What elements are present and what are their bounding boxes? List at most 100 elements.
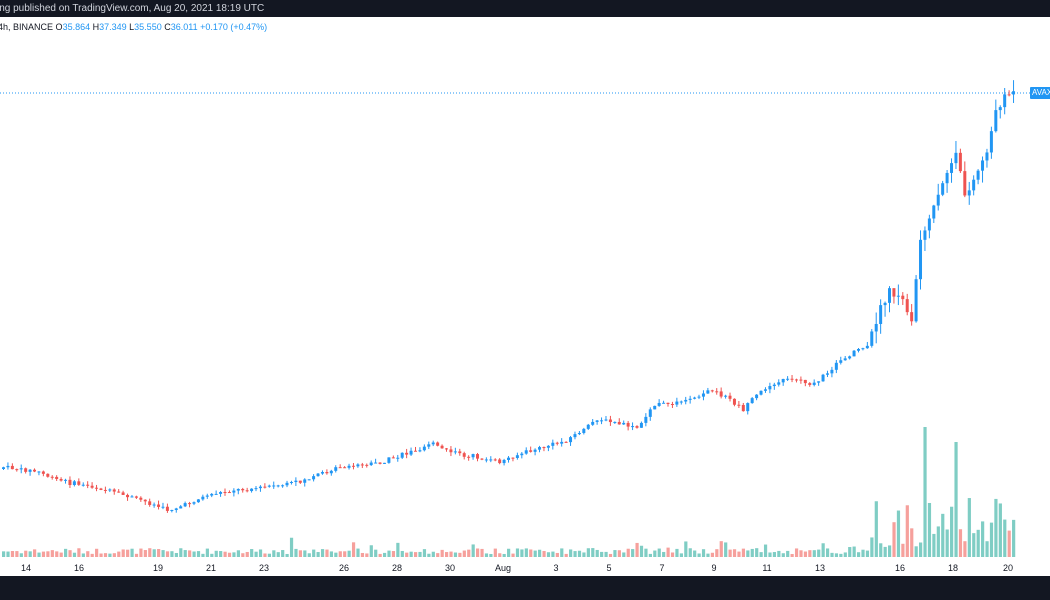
x-tick-label: 11 <box>762 563 771 573</box>
candle-body <box>378 462 382 464</box>
volume-bar <box>298 550 303 557</box>
candle-body <box>81 484 85 486</box>
volume-bar <box>2 551 6 557</box>
volume-bar <box>15 551 19 557</box>
candle-body <box>161 506 165 508</box>
volume-bar <box>927 502 932 557</box>
volume-bar <box>520 549 524 557</box>
volume-bar <box>653 550 657 557</box>
legend-close-key: C <box>164 22 171 32</box>
legend-low-key: L <box>129 22 135 32</box>
candle-body <box>542 447 546 449</box>
volume-bar <box>183 550 187 557</box>
candle-body <box>954 152 958 164</box>
candle-body <box>945 172 949 184</box>
volume-bar <box>511 553 515 557</box>
candle-body <box>697 396 701 398</box>
volume-bar <box>799 550 803 557</box>
volume-bar <box>963 541 967 557</box>
candle-body <box>856 348 860 351</box>
volume-bar <box>431 551 435 557</box>
volume-bar <box>777 550 781 557</box>
candle-body <box>865 345 869 349</box>
candles <box>2 80 1016 513</box>
volume-bar <box>728 549 732 557</box>
volume-bar <box>170 551 174 557</box>
candle-body <box>746 403 750 412</box>
candle-body <box>825 373 829 375</box>
volume-bar <box>892 522 896 557</box>
volume-bar <box>179 548 183 557</box>
candle-body <box>263 486 267 488</box>
volume-bar <box>476 548 480 557</box>
candle-body <box>130 496 134 498</box>
candle-body <box>790 378 794 380</box>
volume-bar <box>825 548 830 557</box>
volume-bar <box>688 548 692 557</box>
x-tick-label: 9 <box>711 563 716 573</box>
candle-body <box>236 488 240 491</box>
candle-body <box>834 362 838 370</box>
candle-body <box>507 457 511 460</box>
volume-bar <box>546 552 551 557</box>
candle-body <box>613 421 617 423</box>
candle-body <box>675 401 679 405</box>
candle-body <box>577 432 581 435</box>
candlestick-chart[interactable]: 14 16 19 21 23 26 28 30 Aug 3 5 7 9 11 13 16 18 20 <box>0 0 1050 576</box>
candle-body <box>139 497 143 500</box>
candle-body <box>950 163 954 173</box>
candle-body <box>356 464 360 467</box>
candle-body <box>732 398 736 405</box>
volume-bar <box>245 551 249 557</box>
candle-body <box>68 479 72 486</box>
x-tick-label: 30 <box>445 563 455 573</box>
candle-body <box>786 378 790 380</box>
candle-body <box>1007 94 1011 96</box>
volume-bar <box>905 505 909 557</box>
volume-bar <box>746 550 750 557</box>
volume-bar <box>152 549 156 557</box>
candle-body <box>639 422 643 428</box>
volume-bar <box>227 552 232 557</box>
volume-bar <box>635 542 639 557</box>
volume-bar <box>768 552 772 557</box>
candle-body <box>436 442 440 446</box>
candle-body <box>870 331 874 346</box>
candle-body <box>905 299 909 313</box>
volume-bar <box>223 551 227 557</box>
volume-bar <box>910 528 914 557</box>
candle-body <box>103 489 107 491</box>
volume-bar <box>64 548 68 557</box>
candle-body <box>706 390 710 394</box>
volume-bar <box>542 550 546 557</box>
volume-bar <box>631 549 635 557</box>
volume-bar <box>551 551 555 557</box>
volume-bar <box>6 551 10 557</box>
volume-bar <box>365 553 369 557</box>
volume-bar <box>626 548 630 557</box>
volume-bar <box>161 550 165 557</box>
candle-body <box>338 467 342 469</box>
volume-bar <box>263 553 267 557</box>
volume-bar <box>484 553 489 557</box>
candle-body <box>413 450 417 452</box>
candle-body <box>15 469 19 471</box>
publish-caption: ing published on TradingView.com, Aug 20… <box>0 3 265 14</box>
candle-body <box>958 152 962 172</box>
volume-bar <box>462 550 466 557</box>
candle-body <box>440 445 444 449</box>
x-tick-label: 19 <box>153 563 163 573</box>
volume-bar <box>701 549 706 557</box>
candle-body <box>520 453 524 456</box>
volume-bar <box>821 543 825 557</box>
volume-bar <box>737 551 741 557</box>
volume-bar <box>507 548 511 557</box>
volume-bar <box>502 553 506 557</box>
volume-bar <box>33 549 37 557</box>
volume-bar <box>148 548 152 557</box>
volume-bar <box>276 552 280 557</box>
volume-bar <box>68 550 72 557</box>
candle-body <box>72 481 76 486</box>
volume-bar <box>449 551 453 557</box>
volume-bar <box>210 553 214 557</box>
